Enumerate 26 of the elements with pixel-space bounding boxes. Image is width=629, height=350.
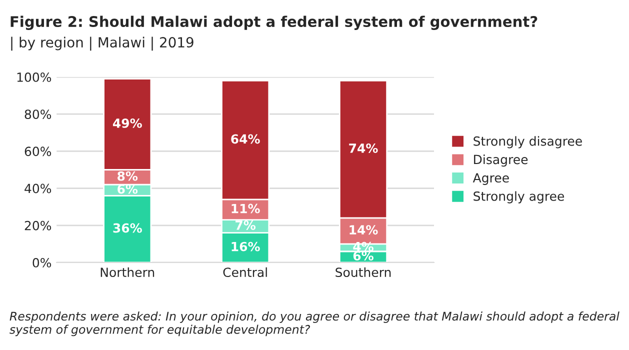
data-label: 14% — [350, 225, 378, 235]
legend-label: Disagree — [474, 154, 528, 167]
data-label: 8% — [118, 171, 138, 181]
y-tick-label: 0% — [32, 258, 52, 268]
y-tick-label: 40% — [24, 184, 52, 194]
data-label: 6% — [118, 184, 138, 194]
legend-label: Strongly agree — [474, 191, 564, 204]
data-label: 16% — [232, 242, 260, 252]
data-label: 64% — [231, 134, 260, 144]
data-label: 49% — [112, 118, 142, 128]
legend-label: Strongly disagree — [474, 136, 582, 148]
data-label: 74% — [349, 144, 378, 153]
legend-label: Agree — [472, 173, 509, 185]
chart-title: Figure 2: Should Malawi adopt a federal system of government? — [10, 16, 538, 30]
y-tick-label: 100% — [17, 72, 52, 82]
x-tick-label: Northern — [100, 267, 154, 278]
y-tick-label: 60% — [24, 146, 52, 156]
data-label: 7% — [236, 220, 256, 230]
x-tick-label: Central — [223, 267, 267, 278]
data-label: 36% — [113, 223, 142, 233]
y-tick-label: 80% — [24, 110, 52, 120]
chart-subtitle: | by region | Malawi | 2019 — [11, 36, 194, 51]
data-label: 11% — [232, 204, 260, 214]
y-tick-label: 20% — [24, 220, 52, 230]
text: Respondents were asked: In your opinion, do you agree or disagree that Malawi should adopt a federal system of government for equitable development? — [10, 312, 620, 336]
x-tick-label: Southern — [336, 267, 391, 278]
